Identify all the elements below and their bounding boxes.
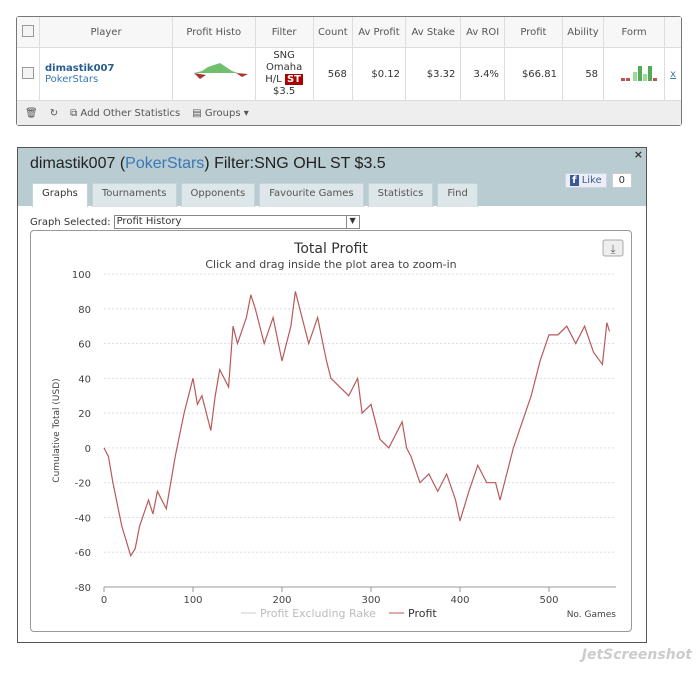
x-axis-label: No. Games xyxy=(567,610,617,620)
x-tick-label: 0 xyxy=(101,595,107,606)
count-value: 568 xyxy=(313,47,353,100)
y-tick-label: -40 xyxy=(75,513,91,524)
download-icon xyxy=(602,239,624,257)
chart-title: Total Profit xyxy=(293,241,368,257)
close-icon[interactable]: × xyxy=(633,148,643,161)
site-link[interactable]: PokerStars xyxy=(45,74,99,85)
y-tick-label: -20 xyxy=(75,479,91,490)
profit-chart[interactable]: Total Profit Click and drag inside the pl… xyxy=(30,230,632,632)
tab-tournaments[interactable]: Tournaments xyxy=(91,183,177,207)
add-statistics-button[interactable]: ⧉ Add Other Statistics xyxy=(70,107,181,119)
refresh-icon[interactable]: ↻ xyxy=(49,107,59,119)
col-player[interactable]: Player xyxy=(39,17,173,48)
tab-graphs[interactable]: Graphs xyxy=(32,183,88,207)
graph-select[interactable]: Profit History ▼ xyxy=(113,215,360,229)
av-profit-value: $0.12 xyxy=(352,47,406,100)
row-checkbox[interactable] xyxy=(17,47,40,100)
facebook-like-button[interactable]: f Like xyxy=(565,173,607,188)
player-detail-panel: dimastik007 (PokerStars) Filter:SNG OHL … xyxy=(17,147,647,643)
y-tick-label: 20 xyxy=(78,409,91,420)
profit-histo-sparkline xyxy=(172,47,256,100)
y-axis-label: Cumulative Total (USD) xyxy=(52,378,62,482)
st-badge: ST xyxy=(284,74,303,85)
filter-cell: SNG Omaha H/L ST $3.5 xyxy=(255,47,314,100)
x-tick-label: 500 xyxy=(539,595,558,606)
col-av-roi[interactable]: Av ROI xyxy=(460,17,505,48)
col-av-stake[interactable]: Av Stake xyxy=(405,17,462,48)
player-stats-table: Player Profit Histo Filter Count Av Prof… xyxy=(16,16,682,126)
col-av-profit[interactable]: Av Profit xyxy=(352,17,406,48)
like-count: 0 xyxy=(611,173,632,188)
tab-opponents[interactable]: Opponents xyxy=(180,183,256,207)
y-tick-label: -80 xyxy=(75,583,91,594)
av-stake-value: $3.32 xyxy=(405,47,462,100)
legend-profit-excluding-rake: Profit Excluding Rake xyxy=(260,607,376,620)
groups-dropdown[interactable]: ▤ Groups ▾ xyxy=(192,107,249,119)
panel-title: dimastik007 (PokerStars) Filter:SNG OHL … xyxy=(30,155,386,172)
y-tick-label: 40 xyxy=(78,374,91,385)
tab-find[interactable]: Find xyxy=(437,183,478,207)
av-roi-value: 3.4% xyxy=(460,47,505,100)
col-profit[interactable]: Profit xyxy=(504,17,563,48)
col-form[interactable]: Form xyxy=(603,17,666,48)
profit-line xyxy=(103,291,611,558)
y-tick-label: 100 xyxy=(72,270,91,281)
y-tick-label: 0 xyxy=(85,444,91,455)
download-icon-glyph: ⤓ xyxy=(610,242,616,256)
tab-favourite-games[interactable]: Favourite Games xyxy=(259,183,364,207)
x-tick-label: 200 xyxy=(272,595,291,606)
watermark: JetScreenshot xyxy=(581,647,692,663)
col-ability[interactable]: Ability xyxy=(562,17,605,48)
table-row: dimastik007 PokerStars SNG Omaha H/L ST $3.5… xyxy=(17,47,681,100)
y-tick-label: -60 xyxy=(75,548,91,559)
form-chart xyxy=(603,47,666,100)
chevron-down-icon: ▼ xyxy=(345,216,359,228)
ability-value: 58 xyxy=(562,47,605,100)
x-tick-label: 300 xyxy=(361,595,380,606)
graph-select-label: Graph Selected: xyxy=(30,216,111,228)
trash-icon[interactable]: 🗑 xyxy=(25,107,38,119)
chart-subtitle: Click and drag inside the plot area to z… xyxy=(205,258,456,271)
remove-row-link[interactable]: x xyxy=(670,68,676,80)
legend-profit: Profit xyxy=(408,607,437,620)
col-profit-histo[interactable]: Profit Histo xyxy=(172,17,256,48)
x-tick-label: 100 xyxy=(183,595,202,606)
select-all-checkbox[interactable] xyxy=(17,17,40,48)
col-count[interactable]: Count xyxy=(313,17,353,48)
tab-statistics[interactable]: Statistics xyxy=(367,183,434,207)
y-tick-label: 80 xyxy=(78,305,91,316)
site-title-link[interactable]: PokerStars xyxy=(125,155,205,172)
profit-value: $66.81 xyxy=(504,47,563,100)
player-link[interactable]: dimastik007 xyxy=(45,63,115,74)
col-filter[interactable]: Filter xyxy=(255,17,314,48)
y-tick-label: 60 xyxy=(78,340,91,351)
x-tick-label: 400 xyxy=(450,595,469,606)
